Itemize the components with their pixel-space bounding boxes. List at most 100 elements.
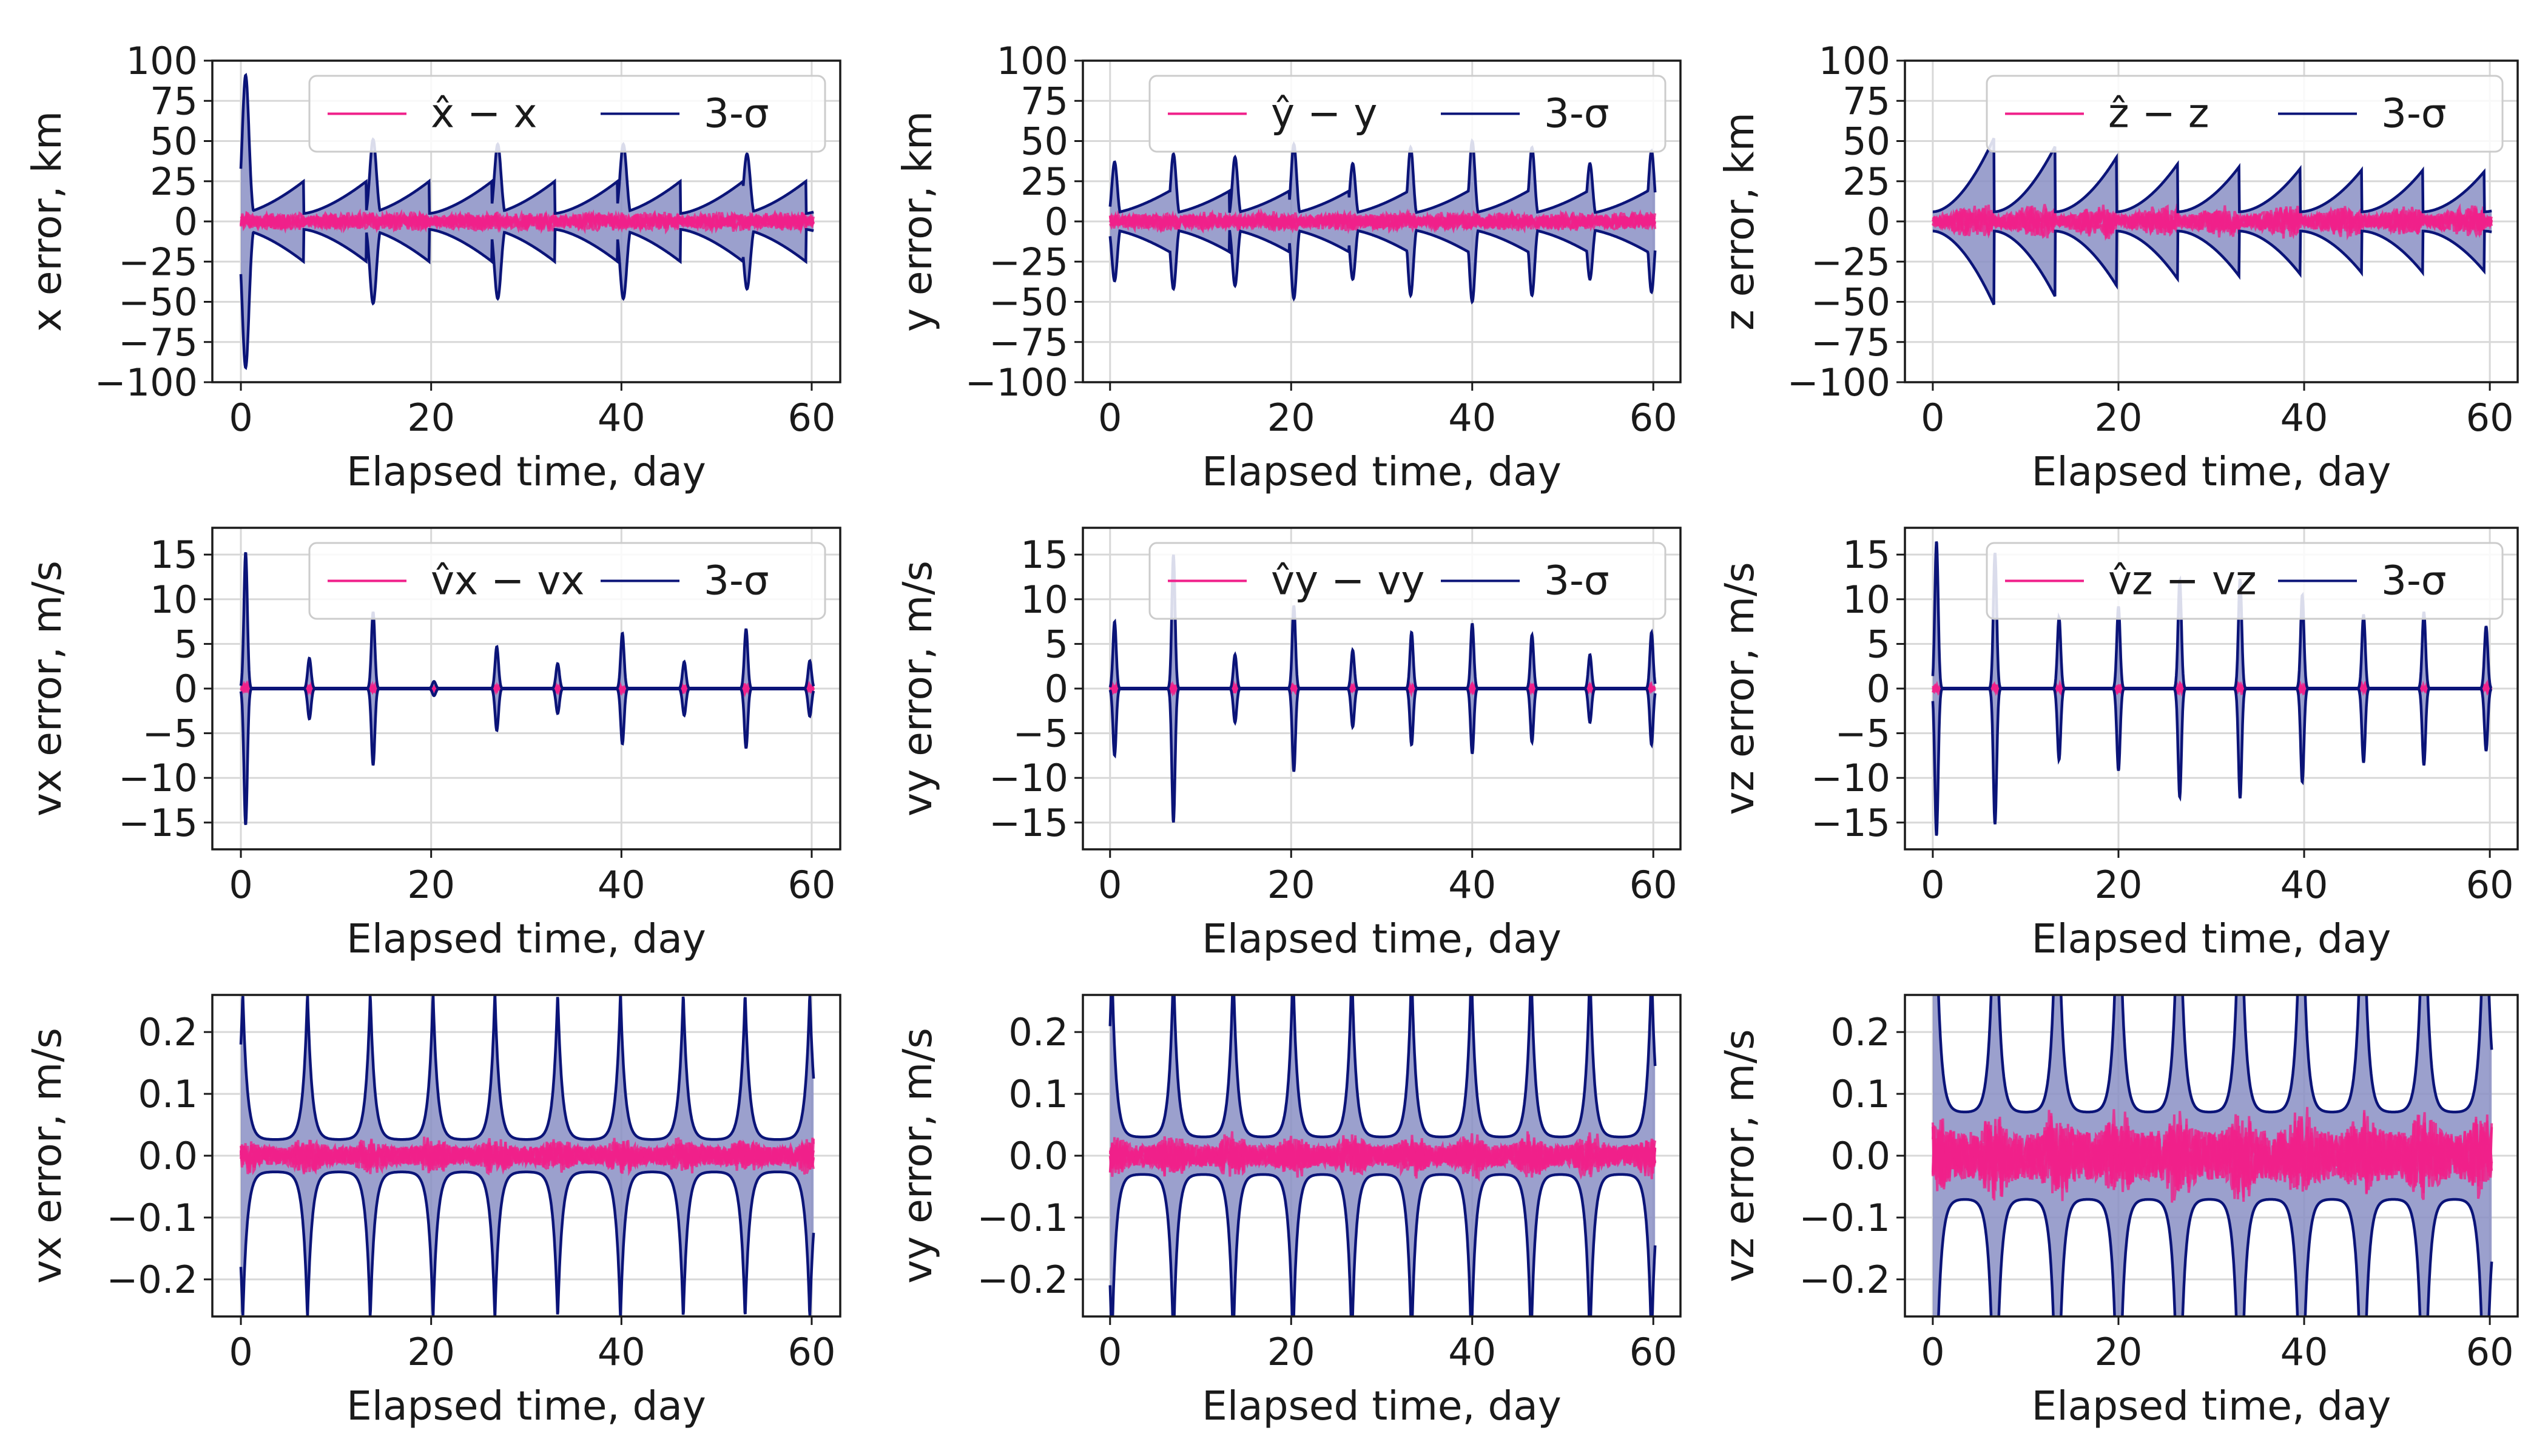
legend-error-label: ẑ − z (2108, 90, 2209, 137)
x-tick-label: 0 (229, 396, 252, 440)
y-tick-label: −0.1 (1799, 1196, 1890, 1240)
y-tick-label: −10 (118, 756, 198, 800)
y-tick-label: 0 (1045, 667, 1068, 711)
x-axis-label: Elapsed time, day (1202, 448, 1562, 495)
x-tick-label: 20 (2095, 396, 2143, 440)
x-tick-label: 0 (1921, 1330, 1944, 1374)
x-tick-label: 40 (598, 396, 645, 440)
y-axis-label: vx error, m/s (24, 1028, 70, 1284)
legend-sigma-label: 3-σ (2381, 90, 2447, 137)
panel-vz-zoom: 0 20 40 60 −0.2 −0.1 0.0 0.1 0.2 Elapsed time, da… (1716, 994, 2519, 1429)
error-trace (240, 208, 815, 234)
legend-sigma-label: 3-σ (704, 558, 769, 604)
legend: ŷ − y 3-σ (1148, 75, 1667, 153)
y-axis-label: x error, km (24, 111, 70, 332)
y-tick-label: −15 (989, 801, 1068, 845)
plot-area (1108, 554, 1657, 823)
sigma-upper-line (239, 995, 815, 1141)
y-tick-label: 50 (1842, 120, 1890, 164)
x-tick-label: 60 (2466, 863, 2514, 907)
y-axis-label: vy error, m/s (894, 1028, 941, 1284)
y-tick-label: −0.2 (977, 1258, 1068, 1302)
y-tick-label: 15 (150, 533, 198, 577)
legend-error-label: v̂x − vx (431, 558, 585, 604)
y-axis-label: y error, km (894, 111, 941, 332)
x-tick-label: 60 (2466, 1330, 2514, 1374)
sigma-upper-line (1108, 138, 1657, 214)
y-tick-label: 10 (150, 578, 198, 622)
plot-area (239, 551, 815, 826)
y-tick-label: −5 (1013, 712, 1068, 756)
y-tick-label: −15 (1811, 801, 1890, 845)
y-tick-label: −75 (118, 320, 198, 365)
y-tick-label: −15 (118, 801, 198, 845)
error-trace (240, 1137, 815, 1176)
plot-area (1108, 995, 1657, 1316)
error-trace (1108, 209, 1656, 234)
error-trace (1932, 204, 2493, 239)
x-axis-label: Elapsed time, day (2032, 915, 2391, 962)
y-tick-label: 0.0 (1008, 1134, 1068, 1178)
x-tick-label: 40 (1448, 396, 1496, 440)
x-tick-label: 20 (2095, 863, 2143, 907)
sigma-lower-line (239, 1170, 815, 1316)
y-axis-label: vz error, m/s (1716, 1029, 1763, 1282)
x-tick-label: 0 (1098, 1330, 1122, 1374)
y-tick-label: −0.1 (977, 1196, 1068, 1240)
legend: v̂y − vy 3-σ (1148, 542, 1667, 620)
legend-error-label: ŷ − y (1271, 90, 1377, 137)
y-tick-label: −25 (118, 240, 198, 284)
legend: v̂z − vz 3-σ (1986, 542, 2504, 620)
sigma-lower-line (1108, 1173, 1657, 1316)
y-tick-label: −25 (989, 240, 1068, 284)
plot-area (239, 995, 815, 1316)
y-tick-label: −50 (1811, 280, 1890, 325)
x-tick-label: 60 (788, 863, 836, 907)
x-tick-label: 40 (2280, 863, 2328, 907)
y-tick-label: 0.1 (1830, 1072, 1890, 1116)
sigma-lower-line (1108, 687, 1657, 823)
y-tick-label: 25 (1842, 160, 1890, 204)
y-tick-label: 5 (1045, 622, 1068, 666)
y-tick-label: 0.0 (1830, 1134, 1890, 1178)
legend: ẑ − z 3-σ (1986, 75, 2504, 153)
error-trace (1931, 1107, 2493, 1199)
y-tick-label: 75 (150, 79, 198, 123)
x-tick-label: 20 (1267, 396, 1315, 440)
y-tick-label: 50 (1020, 120, 1068, 164)
y-tick-label: 0 (1045, 200, 1068, 244)
y-tick-label: −100 (95, 360, 198, 405)
x-tick-label: 60 (2466, 396, 2514, 440)
y-tick-label: 0 (174, 667, 198, 711)
y-axis-label: z error, km (1716, 112, 1763, 331)
y-tick-label: 75 (1842, 79, 1890, 123)
plot-area (239, 72, 815, 371)
y-tick-label: −5 (143, 712, 198, 756)
legend-error-label: v̂z − vz (2108, 558, 2257, 604)
y-tick-label: −50 (989, 280, 1068, 325)
sigma-lower-line (1108, 229, 1657, 305)
x-tick-label: 40 (1448, 863, 1496, 907)
x-tick-label: 40 (598, 1330, 645, 1374)
y-tick-label: −75 (989, 320, 1068, 365)
y-tick-label: 5 (1867, 622, 1890, 666)
x-axis-label: Elapsed time, day (1202, 915, 1562, 962)
sigma-upper-line (239, 72, 814, 215)
y-tick-label: −100 (965, 360, 1068, 405)
y-tick-label: 0.1 (138, 1072, 198, 1116)
legend-error-label: x̂ − x (431, 90, 537, 137)
y-axis-label: vx error, m/s (24, 561, 70, 817)
error-trace (1108, 1134, 1657, 1179)
x-axis-label: Elapsed time, day (346, 1383, 706, 1429)
legend-sigma-label: 3-σ (1544, 90, 1609, 137)
y-tick-label: −0.2 (1799, 1258, 1890, 1302)
x-tick-label: 40 (2280, 1330, 2328, 1374)
x-axis-label: Elapsed time, day (1202, 1383, 1562, 1429)
x-tick-label: 20 (1267, 863, 1315, 907)
sigma-upper-line (1937, 995, 2493, 1114)
